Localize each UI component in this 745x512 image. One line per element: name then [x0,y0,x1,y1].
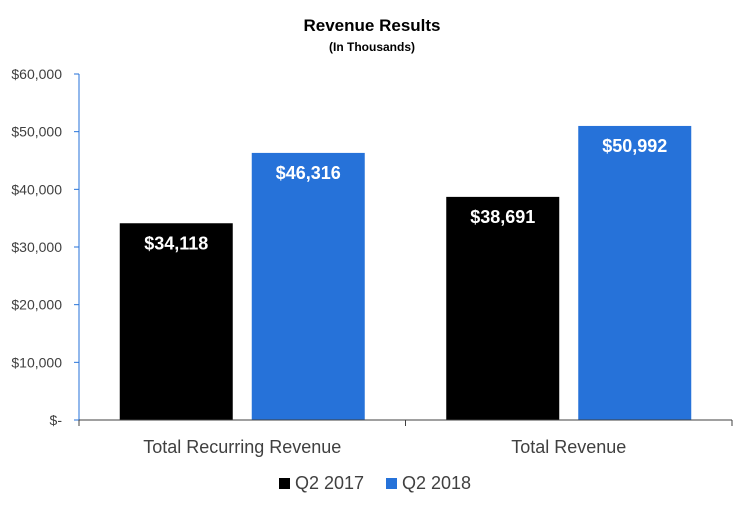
category-label: Total Recurring Revenue [143,437,341,457]
bar-q2-2017-2 [446,196,560,420]
bar-q2-2018-1 [251,152,365,420]
chart-title: Revenue Results [304,16,441,35]
y-tick-label: $10,000 [11,354,62,370]
bar-data-label: $50,992 [602,136,667,156]
legend-swatch [386,478,397,489]
bar-q2-2018-2 [578,125,692,420]
chart-subtitle: (In Thousands) [329,40,415,54]
y-axis-ticks: $- $10,000 $20,000 $30,000 $40,000 $50,000 $60… [11,66,79,428]
bar-data-label: $46,316 [276,163,341,183]
axes [78,74,733,426]
bar-data-label: $34,118 [144,233,208,253]
legend-label: Q2 2018 [402,473,471,493]
category-label: Total Revenue [511,437,626,457]
category-labels: Total Recurring Revenue Total Revenue [143,437,626,457]
bars: $34,118 $46,316 $38,691 $50,992 [119,125,692,420]
y-tick-label: $40,000 [11,181,62,197]
y-tick-label: $50,000 [11,124,62,140]
bar-data-label: $38,691 [470,207,535,227]
y-tick-label: $20,000 [11,297,62,313]
y-tick-label: $- [50,412,63,428]
y-tick-label: $30,000 [11,239,62,255]
y-tick-label: $60,000 [11,66,62,82]
legend-swatch [279,478,290,489]
legend-label: Q2 2017 [295,473,364,493]
legend: Q2 2017 Q2 2018 [279,473,471,493]
bar-q2-2017-1 [119,223,233,420]
